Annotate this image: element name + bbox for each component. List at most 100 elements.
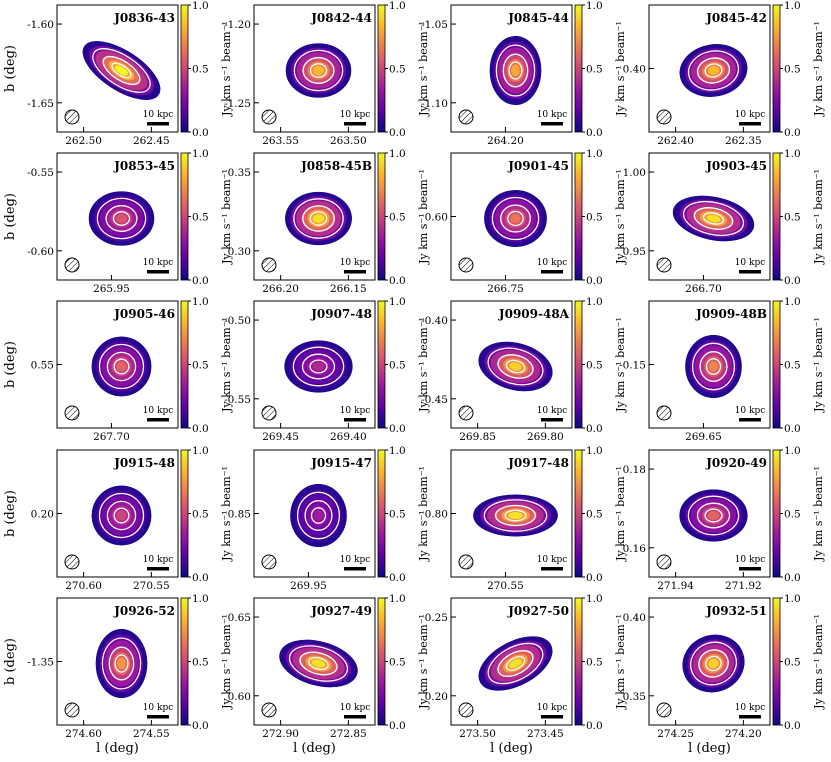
beam-ellipse-icon	[656, 554, 672, 570]
colorbar-label: Jy km s⁻¹ beam⁻¹	[614, 466, 627, 562]
contour-line	[693, 207, 734, 230]
scale-bar-label: 10 kpc	[537, 703, 568, 713]
colorbar	[377, 4, 386, 133]
colorbar-tick-label: 0.5	[389, 64, 406, 76]
colorbar-label: Jy km s⁻¹ beam⁻¹	[220, 21, 233, 117]
y-tick-label: -0.50	[224, 315, 251, 327]
y-tick-label: 0.18	[623, 464, 646, 476]
y-tick-label: -0.60	[27, 246, 54, 258]
panel-title: J0907-48	[310, 307, 372, 321]
contour-line	[497, 354, 534, 379]
y-tick-label: 0.40	[623, 612, 646, 624]
emission-level	[116, 361, 127, 372]
contour-line	[111, 62, 132, 79]
beam-ellipse-icon	[64, 405, 80, 421]
colorbar-label: Jy km s⁻¹ beam⁻¹	[614, 614, 627, 710]
contour-line	[671, 194, 756, 243]
contour-line	[113, 507, 130, 524]
contour-line	[705, 655, 722, 672]
contour-line	[678, 42, 749, 99]
panel-J0836-43: J0836-43 10 kpc 262.50 262.45 -1.60 -1.65 0.0 0…	[3, 0, 233, 147]
colorbar-tick-label: 1.0	[192, 148, 209, 160]
scale-bar	[541, 418, 563, 422]
colorbar-tick-label: 0.5	[389, 657, 406, 669]
contour-line	[112, 211, 131, 226]
scale-bar	[541, 567, 563, 571]
colorbar-tick-label: 1.0	[192, 0, 209, 12]
contour-line	[301, 353, 336, 380]
beam-ellipse-icon	[261, 257, 277, 273]
contour-line	[683, 333, 744, 400]
contour-line	[90, 335, 153, 398]
colorbar-tick-label: 0.5	[192, 509, 209, 521]
colorbar-tick-label: 0.5	[389, 212, 406, 224]
panel-J0927-49: J0927-49 10 kpc 272.90 272.85 0.65 0.60 0.0 0.5…	[228, 593, 430, 756]
colorbar-label: Jy km s⁻¹ beam⁻¹	[812, 614, 825, 710]
panel-title: J0845-44	[507, 11, 569, 25]
contour-line	[296, 491, 341, 540]
panel-title: J0917-48	[507, 456, 569, 470]
scale-bar-label: 10 kpc	[340, 110, 371, 120]
contour-line	[689, 641, 738, 686]
colorbar-label: Jy km s⁻¹ beam⁻¹	[417, 169, 430, 265]
contour-line	[302, 57, 335, 84]
contour-line	[106, 351, 137, 382]
colorbar	[772, 300, 781, 429]
x-tick-label: 269.95	[290, 580, 327, 592]
contour-line	[491, 196, 540, 241]
x-tick-label: 270.55	[133, 580, 170, 592]
contour-line	[687, 50, 740, 91]
y-tick-label: 0.65	[228, 612, 251, 624]
contour-line	[283, 190, 354, 247]
x-tick-label: 266.15	[330, 283, 367, 295]
colorbar-tick-label: 0.0	[784, 127, 801, 139]
contour-line	[102, 55, 141, 86]
x-tick-label: 271.94	[657, 580, 694, 592]
y-tick-label: -0.45	[421, 394, 448, 406]
y-tick-label: 1.00	[623, 167, 646, 179]
scale-bar	[739, 715, 761, 719]
y-tick-label: -1.60	[27, 19, 54, 31]
beam-ellipse-icon	[64, 554, 80, 570]
y-tick-label: -0.15	[619, 360, 646, 372]
panel-title: J0901-45	[507, 159, 569, 173]
x-tick-label: 266.70	[685, 283, 722, 295]
colorbar-label: Jy km s⁻¹ beam⁻¹	[417, 614, 430, 710]
colorbar-label: Jy km s⁻¹ beam⁻¹	[614, 317, 627, 413]
contour-line	[704, 508, 723, 523]
colorbar-tick-label: 0.5	[192, 360, 209, 372]
contour-line	[293, 198, 344, 239]
panel-title: J0853-45	[113, 159, 175, 173]
beam-ellipse-icon	[261, 554, 277, 570]
y-axis-label: b (deg)	[3, 490, 18, 537]
x-axis-label: l (deg)	[688, 741, 731, 756]
contour-line	[502, 53, 529, 88]
scale-bar	[739, 122, 761, 126]
colorbar-tick-label: 0.5	[192, 64, 209, 76]
panel-title: J0845-42	[705, 11, 767, 25]
panel-J0901-45: J0901-45 10 kpc 266.75 0.60 0.0 0.5 1.0 Jy km s…	[425, 148, 627, 295]
scale-bar	[344, 122, 366, 126]
colorbar-tick-label: 1.0	[586, 593, 603, 605]
scale-bar-label: 10 kpc	[143, 110, 174, 120]
contour-line	[310, 507, 327, 524]
colorbar-tick-label: 1.0	[784, 296, 801, 308]
x-tick-label: 271.92	[725, 580, 762, 592]
colorbar-label: Jy km s⁻¹ beam⁻¹	[220, 169, 233, 265]
colorbar-tick-label: 0.0	[389, 720, 406, 732]
contour-line	[87, 189, 156, 248]
colorbar-tick-label: 1.0	[389, 148, 406, 160]
panel-J0917-48: J0917-48 10 kpc 270.55 0.80 0.0 0.5 1.0 Jy km s…	[425, 445, 627, 592]
contour-line	[309, 359, 328, 374]
y-tick-label: 0.40	[623, 64, 646, 76]
contour-line	[702, 212, 725, 225]
colorbar	[180, 449, 189, 578]
contour-line	[98, 343, 145, 390]
y-tick-label: 0.60	[228, 691, 251, 703]
colorbar-tick-label: 1.0	[586, 0, 603, 12]
contour-line	[482, 188, 549, 249]
contour-line	[90, 484, 153, 547]
colorbar-tick-label: 0.0	[389, 127, 406, 139]
scale-bar-label: 10 kpc	[735, 110, 766, 120]
